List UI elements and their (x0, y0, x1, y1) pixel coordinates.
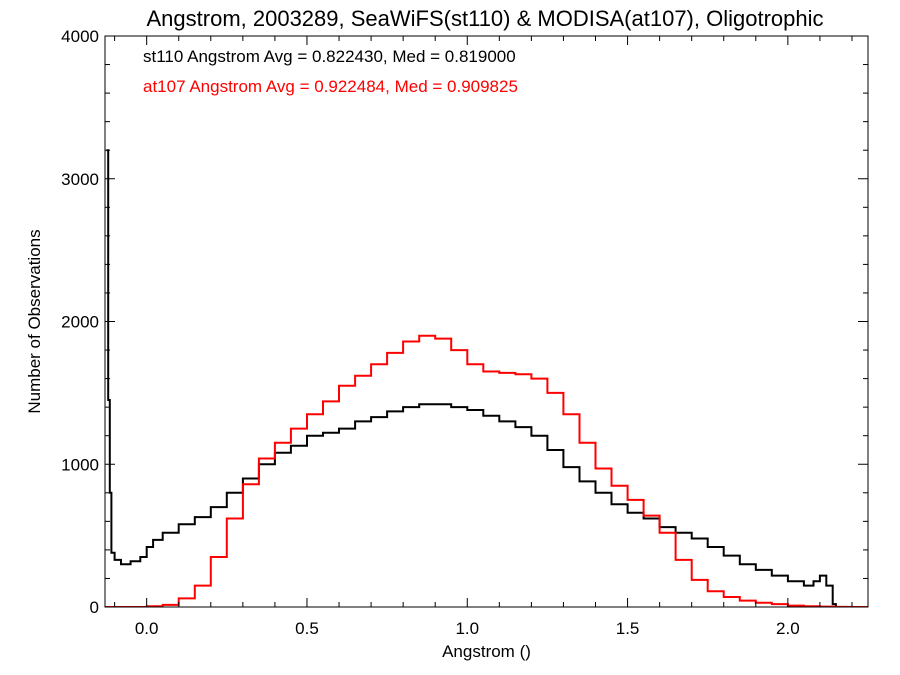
chart-title: Angstrom, 2003289, SeaWiFS(st110) & MODI… (147, 6, 824, 31)
y-tick-label: 2000 (61, 313, 99, 332)
legend-entry-st110: st110 Angstrom Avg = 0.822430, Med = 0.8… (143, 47, 516, 66)
plot-frame (104, 35, 869, 608)
x-tick-label: 2.0 (776, 619, 800, 638)
x-axis: 0.0 0.5 1.0 1.5 2.0 (114, 36, 853, 638)
series-st110-line (106, 149, 837, 607)
series-at107-line (105, 334, 868, 607)
x-tick-label: 1.5 (616, 619, 640, 638)
y-axis-label: Number of Observations (25, 229, 44, 413)
y-axis: 0 1000 2000 3000 4000 (61, 27, 868, 617)
legend-entry-at107: at107 Angstrom Avg = 0.922484, Med = 0.9… (143, 77, 518, 96)
x-tick-label: 0.5 (295, 619, 319, 638)
x-axis-label: Angstrom () (442, 642, 531, 661)
x-tick-label: 0.0 (135, 619, 159, 638)
y-tick-label: 3000 (61, 170, 99, 189)
legend: st110 Angstrom Avg = 0.822430, Med = 0.8… (143, 47, 518, 96)
y-tick-label: 0 (90, 598, 99, 617)
y-tick-label: 4000 (61, 27, 99, 46)
y-tick-label: 1000 (61, 455, 99, 474)
x-tick-label: 1.0 (455, 619, 479, 638)
